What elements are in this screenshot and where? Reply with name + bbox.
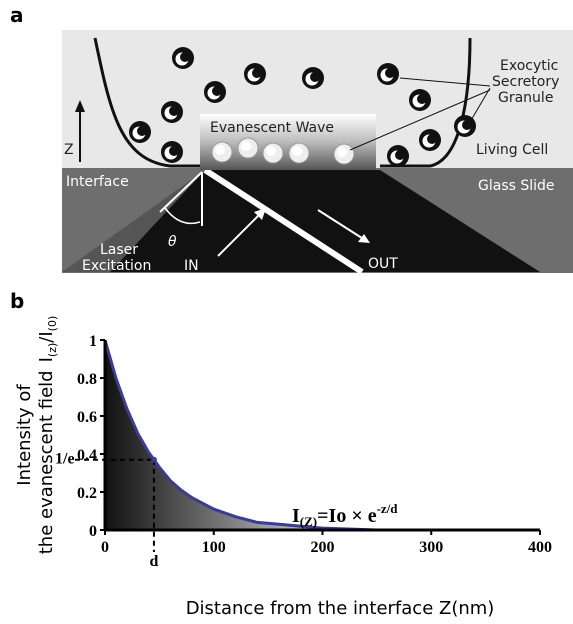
incident-line [159, 171, 203, 213]
x-tick-label: 0 [101, 539, 109, 556]
chart: 1/e d 0 0.2 0.4 0.6 0.8 1 0 100 200 300 400 [55, 333, 552, 570]
y-tick-label: 0.2 [77, 485, 97, 502]
y-ratio: (0) [46, 316, 59, 332]
equation: I(Z)=Io × e-z/d [292, 501, 398, 529]
docked-granule [237, 137, 259, 159]
docked-granule [211, 141, 233, 163]
y-axis-label: the evanescent fieldI(z)/I(0) [36, 316, 59, 555]
z-arrowhead [75, 100, 85, 112]
granule [377, 63, 399, 85]
in-arrow [217, 211, 263, 257]
y-tick-label: 0.8 [77, 371, 97, 388]
granule [161, 101, 183, 123]
y-axis-label: the evanescent field [36, 370, 57, 554]
equation: I [292, 505, 300, 527]
y-tick-label: 0.6 [77, 409, 97, 426]
one-over-e-point [150, 456, 157, 463]
z-label: Z [64, 142, 74, 158]
reflected-beam [203, 167, 364, 275]
out-label: OUT [368, 256, 398, 272]
y-ratio: I [36, 331, 57, 336]
y-tick-label: 0.4 [77, 447, 97, 464]
panel-label: b [10, 289, 24, 313]
out-arrowhead [358, 234, 370, 243]
y-ratio: / [36, 336, 57, 343]
prism [110, 170, 540, 272]
equation: -z/d [377, 501, 399, 516]
y-tick-label: 1 [89, 333, 97, 350]
in-arrowhead [254, 208, 266, 220]
granule-label: Secretory [492, 74, 559, 90]
x-tick-label: 100 [202, 539, 226, 556]
y-ratio: (z) [46, 343, 59, 357]
granule [302, 67, 324, 89]
granule [419, 129, 441, 151]
x-tick-label: 200 [311, 539, 335, 556]
granule [172, 47, 194, 69]
y-ratio: I [36, 357, 57, 362]
granule-label: Granule [498, 90, 553, 106]
docked-granule [262, 142, 284, 164]
granule [161, 141, 183, 163]
equation: =Io × e [317, 505, 377, 527]
y-axis-label: Intensity of [14, 384, 35, 486]
interface-label: Interface [66, 174, 129, 190]
one-over-e-label: 1/e [55, 451, 75, 468]
angle-arc [164, 207, 201, 225]
in-label: IN [184, 258, 199, 274]
laser-label: Excitation [82, 258, 151, 274]
granule [129, 121, 151, 143]
granule [244, 63, 266, 85]
granule [204, 81, 226, 103]
x-tick-label: 400 [528, 539, 552, 556]
living-cell-label: Living Cell [476, 142, 548, 158]
y-tick-label: 0 [89, 523, 97, 540]
x-axis-label: Distance from the interface Z(nm) [186, 598, 495, 619]
docked-granule [333, 143, 355, 165]
laser-label: Laser [100, 242, 138, 258]
docked-granule [288, 142, 310, 164]
glass-slide-label: Glass Slide [478, 178, 555, 194]
equation: (Z) [300, 514, 317, 529]
d-label: d [149, 553, 158, 570]
prism-edge [62, 170, 205, 272]
out-arrow [317, 209, 366, 241]
granule-label: Exocytic [500, 58, 558, 74]
granule [409, 89, 431, 111]
angle-label: θ [168, 234, 177, 250]
area-under-curve [105, 340, 540, 530]
leader-lines [349, 77, 491, 151]
panel-label: a [10, 3, 24, 27]
evanescent-label: Evanescent Wave [210, 120, 334, 136]
granule [387, 145, 409, 167]
x-tick-label: 300 [419, 539, 443, 556]
